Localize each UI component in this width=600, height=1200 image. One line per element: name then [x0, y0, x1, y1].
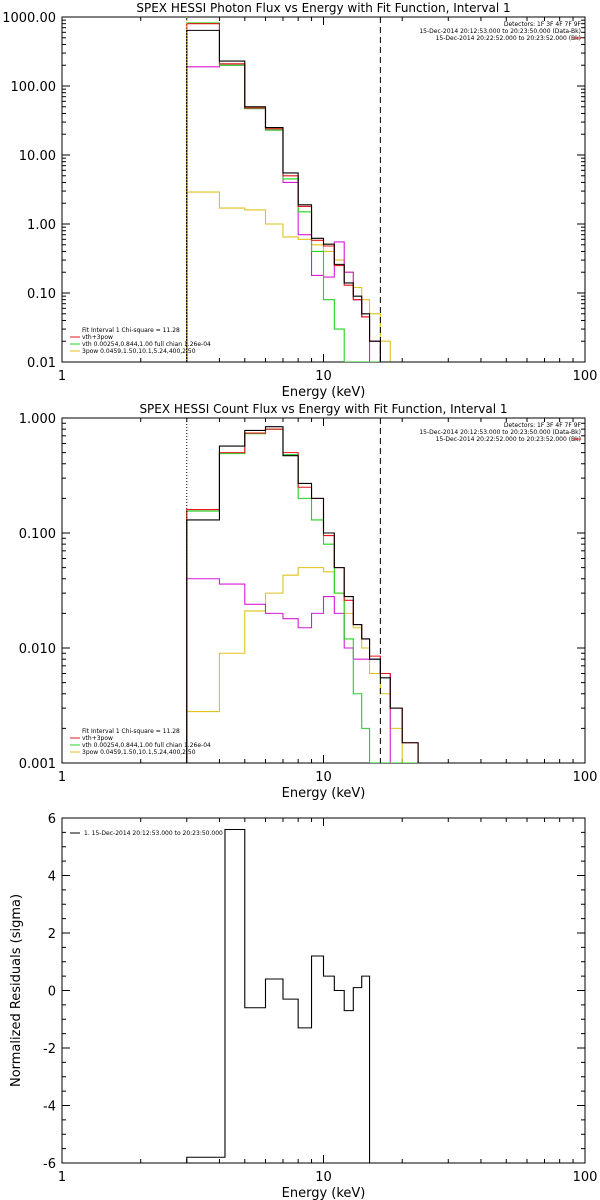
y-tick-label: -2: [43, 1042, 56, 1057]
y-tick-label: 6: [48, 812, 56, 827]
header-text: Detectors: 1F 3F 4F 7F 9F: [504, 422, 582, 429]
y-tick-label: 100.00: [11, 80, 57, 95]
y-tick-label: 0.10: [27, 287, 56, 302]
x-tick-label: 100: [573, 369, 598, 384]
y-tick-label: 0.001: [19, 757, 56, 772]
series-line-black: [186, 29, 403, 362]
y-tick-label: 1.00: [27, 218, 56, 233]
y-tick-label: -6: [43, 1157, 56, 1172]
y-tick-label: 1000.00: [2, 11, 56, 26]
y-tick-label: 0.01: [27, 356, 56, 371]
series-line-black: [186, 828, 381, 1163]
legend-text: vth+3pow: [82, 334, 113, 341]
plot-area: [186, 828, 381, 1163]
legend-text: vth+3pow: [82, 735, 113, 742]
x-tick-label: 1: [58, 770, 66, 785]
series-line-black: [186, 426, 419, 763]
legend-text: Fit Interval 1 Chi-square = 11.28: [82, 327, 180, 334]
x-axis-label: Energy (keV): [282, 385, 366, 400]
y-tick-label: 2: [48, 927, 56, 942]
chart-title: SPEX HESSI Count Flux vs Energy with Fit…: [139, 402, 507, 416]
legend-text: 3pow 0.0459,1.50,10.1,5.24,400,2.50: [82, 749, 196, 756]
y-tick-label: -4: [43, 1100, 56, 1115]
x-tick-label: 10: [315, 1170, 332, 1185]
y-tick-label: 4: [48, 870, 56, 885]
y-tick-label: 0.100: [19, 527, 56, 542]
x-tick-label: 1: [58, 369, 66, 384]
header-text: Detectors: 1F 3F 4F 7F 9F: [504, 21, 582, 28]
legend-text: vth 0.00254,0.844,1.00 full chian 1.26e-…: [82, 341, 211, 348]
header-text: 15-Dec-2014 20:12:53.000 to 20:23:50.000…: [419, 28, 581, 35]
x-tick-label: 100: [573, 770, 598, 785]
header-text: 15-Dec-2014 20:22:52.000 to 20:23:52.000…: [436, 436, 581, 443]
y-tick-label: 0.010: [19, 642, 56, 657]
legend-text: 3pow 0.0459,1.50,10.1,5.24,400,2.50: [82, 348, 196, 355]
residuals-panel: 1 10 100 -6 -4 -2 0 2 4 6 Energy (keV) Normalized R…: [9, 812, 597, 1200]
x-tick-label: 100: [573, 1170, 598, 1185]
y-axis-label: Normalized Residuals (sigma): [9, 894, 24, 1087]
header-text: 15-Dec-2014 20:22:52.000 to 20:23:52.000…: [436, 35, 581, 42]
legend-text: Fit Interval 1 Chi-square = 11.28: [82, 728, 180, 735]
legend-text: vth 0.00254,0.844,1.00 full chian 1.26e-…: [82, 742, 211, 749]
x-tick-label: 10: [315, 369, 332, 384]
x-tick-label: 10: [315, 770, 332, 785]
y-tick-label: 1.000: [19, 412, 56, 427]
legend-text: 1. 15-Dec-2014 20:12:53.000 to 20:23:50.…: [84, 830, 223, 837]
count-flux-panel: SPEX HESSI Count Flux vs Energy with Fit…: [19, 402, 598, 801]
y-tick-label: 0: [48, 985, 56, 1000]
photon-flux-panel: SPEX HESSI Photon Flux vs Energy with Fi…: [2, 1, 597, 400]
y-tick-label: 10.00: [19, 149, 56, 164]
plot-area: [186, 22, 403, 362]
x-tick-label: 1: [58, 1170, 66, 1185]
header-text: 15-Dec-2014 20:12:53.000 to 20:23:50.000…: [419, 429, 581, 436]
x-axis-label: Energy (keV): [282, 1186, 366, 1200]
chart-title: SPEX HESSI Photon Flux vs Energy with Fi…: [136, 1, 510, 15]
x-axis-label: Energy (keV): [282, 786, 366, 801]
